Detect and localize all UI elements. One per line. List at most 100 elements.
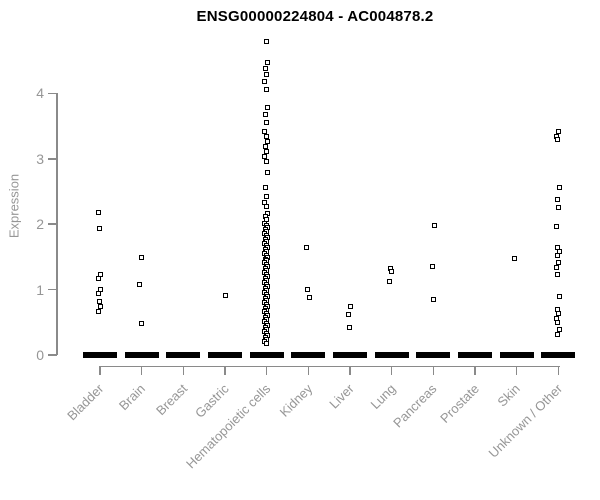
data-point xyxy=(265,170,271,176)
x-tick xyxy=(140,366,143,375)
data-point xyxy=(264,119,270,125)
zero-dash xyxy=(166,351,201,358)
x-tick xyxy=(390,366,393,375)
data-point xyxy=(555,272,561,278)
x-category-label: Liver xyxy=(326,381,357,412)
data-point xyxy=(556,260,562,266)
y-tick xyxy=(48,158,57,160)
data-point xyxy=(553,223,559,229)
x-category-label: Kidney xyxy=(276,381,315,420)
zero-dash xyxy=(458,351,493,358)
data-point xyxy=(95,210,101,216)
plot-title: ENSG00000224804 - AC004878.2 xyxy=(196,8,434,25)
data-point xyxy=(387,278,393,284)
data-point xyxy=(555,136,561,142)
data-point xyxy=(263,340,269,346)
zero-dash xyxy=(124,351,159,358)
x-category-label: Bladder xyxy=(64,381,107,424)
data-point xyxy=(554,252,560,258)
data-point xyxy=(262,78,268,84)
data-point xyxy=(97,299,102,305)
data-point xyxy=(305,286,311,292)
data-point xyxy=(347,304,353,310)
data-point xyxy=(554,306,560,312)
x-tick xyxy=(224,366,226,375)
x-tick xyxy=(515,366,518,375)
x-tick xyxy=(474,366,476,375)
y-tick xyxy=(48,354,57,356)
x-tick xyxy=(182,366,185,375)
y-tick-label: 3 xyxy=(36,150,44,167)
data-point xyxy=(431,297,437,303)
zero-dash xyxy=(541,351,576,358)
y-tick-label: 1 xyxy=(36,281,44,298)
data-point xyxy=(264,72,270,78)
data-point xyxy=(556,327,562,333)
data-point xyxy=(264,149,270,155)
data-point xyxy=(431,223,437,229)
zero-dash xyxy=(333,351,368,358)
data-point xyxy=(137,282,143,288)
zero-dash xyxy=(208,351,242,358)
zero-dash xyxy=(499,351,534,358)
x-category-label: Breast xyxy=(152,381,190,419)
data-point xyxy=(262,128,268,134)
x-category-label: Gastric xyxy=(191,381,232,421)
data-point xyxy=(389,268,395,274)
data-point xyxy=(223,293,229,299)
zero-dash xyxy=(249,351,284,358)
x-tick xyxy=(265,366,268,375)
y-tick xyxy=(48,223,57,225)
data-point xyxy=(429,263,435,269)
data-point xyxy=(96,276,102,282)
x-tick xyxy=(557,366,560,375)
x-axis-line xyxy=(99,365,560,367)
y-tick xyxy=(48,92,57,95)
data-point xyxy=(554,197,560,202)
x-tick xyxy=(349,366,351,375)
x-category-label: Prostate xyxy=(436,381,482,426)
data-point xyxy=(262,144,268,150)
data-point xyxy=(555,319,561,325)
zero-dash xyxy=(291,351,326,358)
zero-dash xyxy=(374,351,409,358)
data-point xyxy=(263,38,269,44)
data-point xyxy=(553,265,559,271)
y-tick-label: 0 xyxy=(36,347,44,363)
x-category-label: Lung xyxy=(367,381,399,413)
y-tick-label: 4 xyxy=(36,85,44,102)
data-point xyxy=(265,138,271,144)
zero-dash xyxy=(416,351,451,358)
data-point xyxy=(262,154,268,160)
data-point xyxy=(554,331,560,337)
data-point xyxy=(345,312,351,318)
data-point xyxy=(98,304,104,310)
data-point xyxy=(306,295,312,301)
data-point xyxy=(265,105,271,111)
data-point xyxy=(262,185,268,191)
data-point xyxy=(263,203,269,209)
data-point xyxy=(262,66,268,72)
data-point xyxy=(556,128,562,134)
data-point xyxy=(97,226,102,232)
data-point xyxy=(347,324,353,330)
data-point xyxy=(556,293,562,299)
y-axis-label: Expression xyxy=(6,173,22,239)
data-point xyxy=(138,320,144,326)
data-point xyxy=(263,159,269,165)
x-category-label: Brain xyxy=(116,381,149,414)
y-tick-label: 2 xyxy=(36,216,44,233)
x-category-label: Skin xyxy=(494,381,524,410)
data-point xyxy=(556,204,562,210)
x-tick xyxy=(432,366,435,375)
x-category-label: Pancreas xyxy=(390,381,440,431)
y-tick xyxy=(48,288,57,291)
data-point xyxy=(556,311,562,317)
data-point xyxy=(139,255,145,261)
data-point xyxy=(263,87,269,93)
x-tick xyxy=(99,366,101,375)
data-point xyxy=(556,185,562,191)
data-point xyxy=(263,134,269,140)
data-point xyxy=(264,193,270,199)
